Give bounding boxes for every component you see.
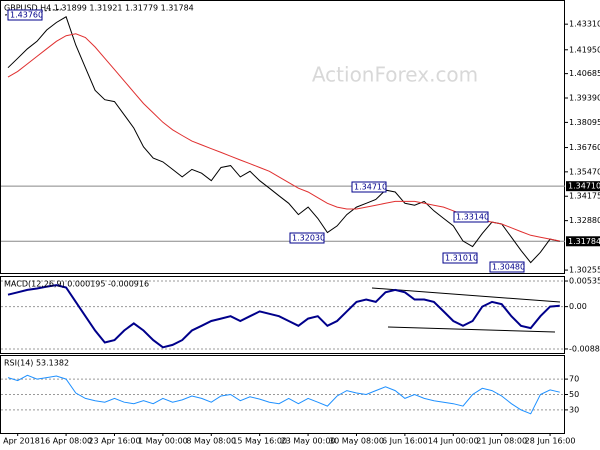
annotation-box (7, 9, 43, 21)
x-tick-label: 21 Jun 08:00 (476, 437, 527, 446)
series-line (7, 284, 560, 349)
price-label-box (566, 181, 600, 192)
y-tick-label: 1.32880 (569, 216, 600, 225)
y-tick-label: -0.008855 (569, 344, 600, 353)
annotation: 1.34710 (354, 183, 387, 192)
y-tick-label: 1.34175 (569, 192, 600, 201)
y-tick-label: 30 (569, 405, 579, 414)
x-tick-label: 23 May 00:00 (281, 437, 336, 446)
x-tick-label: 1 May 00:00 (138, 437, 188, 446)
watermark: ActionForex.com (312, 63, 478, 87)
price-label: 1.34710 (568, 182, 600, 191)
annotation: 1.31010 (445, 254, 478, 263)
annotation-box (489, 261, 525, 273)
x-tick-label: 9 Apr 2018 (0, 437, 40, 446)
price-pane (0, 0, 565, 274)
y-tick-label: 1.40685 (569, 69, 600, 78)
x-tick-label: 8 May 08:00 (186, 437, 236, 446)
annotation: 1.33140 (456, 213, 489, 222)
x-tick-label: 14 Jun 00:00 (428, 437, 479, 446)
annotation: 1.32030 (292, 234, 325, 243)
pane-title: RSI(14) 53.1382 (4, 359, 69, 368)
y-tick-label: 1.41950 (569, 45, 600, 54)
series-line (7, 374, 560, 415)
series-line (7, 16, 560, 264)
price-label: 1.31784 (568, 237, 600, 246)
x-tick-label: 16 Apr 08:00 (40, 437, 92, 446)
y-tick-label: 0.005358 (569, 277, 600, 286)
y-tick-label: 50 (569, 390, 579, 399)
y-tick-label: 1.35470 (569, 167, 600, 176)
annotation: 1.30480 (492, 263, 525, 272)
macd-pane (0, 276, 565, 354)
annotation-box (442, 252, 478, 264)
trend-line (387, 326, 556, 333)
trend-line (371, 287, 561, 303)
x-tick-label: 23 Apr 16:00 (88, 437, 140, 446)
y-tick-label: 0.00 (569, 302, 587, 311)
annotation-box (351, 181, 387, 193)
price-label-box (566, 236, 600, 247)
x-tick-label: 6 Jun 16:00 (382, 437, 428, 446)
annotation-box (289, 232, 325, 244)
x-tick-label: 15 May 16:00 (232, 437, 287, 446)
annotation-box (453, 211, 489, 223)
x-tick-label: 30 May 08:00 (329, 437, 384, 446)
pane-title: MACD(12,26,9) 0.000195 -0.000916 (4, 280, 149, 289)
y-tick-label: 70 (569, 375, 579, 384)
y-tick-label: 1.30255 (569, 266, 600, 275)
annotation: 1.43760 (10, 11, 43, 20)
y-tick-label: 1.39390 (569, 94, 600, 103)
y-tick-label: 1.36760 (569, 143, 600, 152)
y-tick-label: 1.43310 (569, 20, 600, 29)
y-tick-label: 1.38095 (569, 118, 600, 127)
x-tick-label: 28 Jun 16:00 (525, 437, 576, 446)
pane-title: GBPUSD,H4 1.31899 1.31921 1.31779 1.3178… (4, 4, 194, 13)
